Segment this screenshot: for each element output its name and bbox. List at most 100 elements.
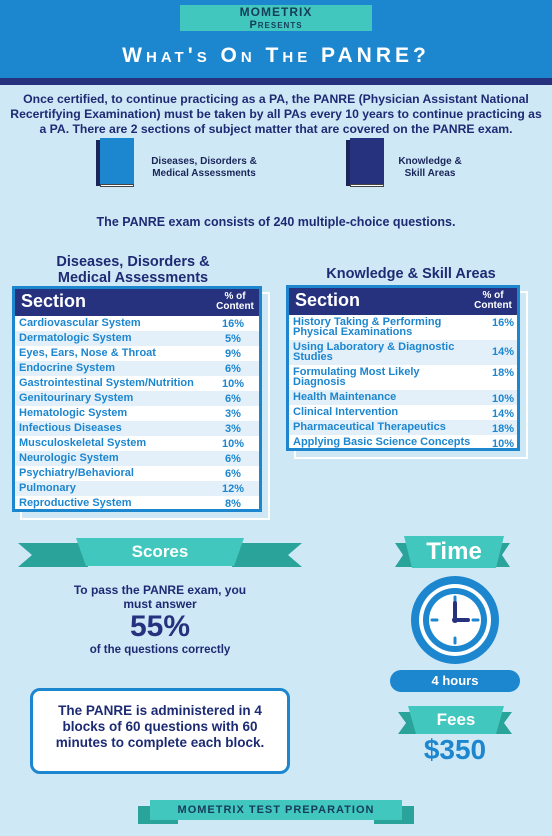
table2-header: Section % of Content	[289, 288, 517, 315]
row-name: Genitourinary System	[19, 392, 134, 404]
row-name: Applying Basic Science Concepts	[293, 436, 471, 448]
row-pct: 9%	[225, 348, 241, 360]
time-value-pill: 4 hours	[390, 670, 520, 692]
row-name: Endocrine System	[19, 362, 115, 374]
table-row: Hematologic System 3%	[15, 406, 259, 421]
scores-pre: To pass the PANRE exam, you must answer	[73, 583, 247, 611]
table-row: Applying Basic Science Concepts 10%	[289, 435, 517, 451]
row-name: Musculoskeletal System	[19, 437, 147, 449]
row-pct: 12%	[221, 483, 245, 495]
row-pct: 14%	[491, 346, 515, 358]
scores-ribbon-tail-left	[18, 543, 88, 567]
table-row: Using Laboratory & Diagnostic Studies 14%	[289, 340, 517, 365]
row-pct: 3%	[225, 423, 241, 435]
table-row: Pharmaceutical Therapeutics 18%	[289, 420, 517, 435]
brand-name: Mometrix	[239, 5, 313, 19]
table-row: Reproductive System 8%	[15, 496, 259, 511]
intro-text: Once certified, to continue practicing a…	[10, 92, 542, 136]
brand-ribbon: Mometrix Presents	[168, 5, 384, 31]
fees-value: $350	[423, 734, 487, 765]
row-pct: 6%	[225, 468, 241, 480]
row-pct: 6%	[225, 453, 241, 465]
table2-col-pct: % of Content	[474, 290, 512, 311]
table-row: History Taking & Performing Physical Exa…	[289, 315, 517, 340]
blocks-info-text: The PANRE is administered in 4 blocks of…	[55, 703, 265, 750]
row-name: Infectious Diseases	[19, 422, 122, 434]
table-row: Infectious Diseases 3%	[15, 421, 259, 436]
row-name: Clinical Intervention	[293, 406, 399, 418]
table-row: Musculoskeletal System 10%	[15, 436, 259, 451]
row-name: Using Laboratory & Diagnostic Studies	[293, 341, 455, 363]
table-row: Formulating Most Likely Diagnosis 18%	[289, 365, 517, 390]
book-icon	[346, 138, 384, 187]
table-row: Genitourinary System 6%	[15, 391, 259, 406]
scores-ribbon-tail-right	[232, 543, 302, 567]
row-pct: 18%	[491, 423, 515, 435]
row-pct: 3%	[225, 408, 241, 420]
time-value: 4 hours	[431, 673, 479, 688]
header-rule	[0, 78, 552, 85]
table1-title: Diseases, Disorders & Medical Assessment…	[56, 254, 210, 286]
row-name: Hematologic System	[19, 407, 128, 419]
fees-label: Fees	[436, 710, 476, 729]
table-row: Eyes, Ears, Nose & Throat 9%	[15, 346, 259, 361]
row-pct: 10%	[221, 438, 245, 450]
table1-col-section: Section	[21, 291, 87, 311]
row-pct: 6%	[225, 393, 241, 405]
book-label-knowledge: Knowledge & Skill Areas	[398, 156, 462, 179]
row-name: History Taking & Performing Physical Exa…	[293, 316, 442, 338]
row-name: Pulmonary	[19, 482, 76, 494]
table2-title: Knowledge & Skill Areas	[326, 266, 496, 282]
row-name: Neurologic System	[19, 452, 119, 464]
row-name: Eyes, Ears, Nose & Throat	[19, 347, 156, 359]
row-pct: 14%	[491, 408, 515, 420]
row-name: Gastrointestinal System/Nutrition	[19, 377, 194, 389]
scores-ribbon: Scores	[76, 538, 244, 566]
table-row: Pulmonary 12%	[15, 481, 259, 496]
table1: Section % of Content Cardiovascular Syst…	[12, 286, 262, 512]
row-name: Psychiatry/Behavioral	[19, 467, 134, 479]
row-name: Pharmaceutical Therapeutics	[293, 421, 446, 433]
row-pct: 18%	[491, 367, 515, 379]
table2-col-section: Section	[295, 290, 361, 310]
row-name: Dermatologic System	[19, 332, 132, 344]
table1-header: Section % of Content	[15, 289, 259, 316]
row-name: Health Maintenance	[293, 391, 397, 403]
table-row: Psychiatry/Behavioral 6%	[15, 466, 259, 481]
time-ribbon: Time	[404, 536, 504, 568]
table-row: Health Maintenance 10%	[289, 390, 517, 405]
time-label: Time	[426, 538, 482, 565]
table-row: Clinical Intervention 14%	[289, 405, 517, 421]
book-icon	[96, 138, 134, 187]
page-title: What's On The PANRE?	[122, 44, 430, 67]
table-row: Endocrine System 6%	[15, 361, 259, 376]
row-pct: 16%	[491, 317, 515, 329]
row-name: Formulating Most Likely Diagnosis	[293, 366, 420, 388]
row-pct: 6%	[225, 363, 241, 375]
table2: Section % of Content History Taking & Pe…	[286, 285, 520, 451]
row-pct: 10%	[491, 393, 515, 405]
table1-col-pct: % of Content	[216, 291, 254, 312]
row-pct: 10%	[221, 378, 245, 390]
book-label-diseases: Diseases, Disorders & Medical Assessment…	[151, 156, 257, 179]
brand-presents: Presents	[249, 19, 303, 31]
table-row: Gastrointestinal System/Nutrition 10%	[15, 376, 259, 391]
row-pct: 10%	[491, 438, 515, 450]
row-pct: 8%	[225, 498, 241, 510]
table-row: Dermatologic System 5%	[15, 331, 259, 346]
clock-icon	[411, 576, 499, 664]
exam-question-count: The PANRE exam consists of 240 multiple-…	[96, 215, 456, 229]
footer-ribbon: Mometrix Test Preparation	[150, 800, 402, 820]
row-name: Reproductive System	[19, 497, 132, 509]
scores-post: of the questions correctly	[89, 644, 231, 656]
scores-label: Scores	[131, 542, 189, 561]
row-pct: 5%	[225, 333, 241, 345]
table-row: Neurologic System 6%	[15, 451, 259, 466]
row-name: Cardiovascular System	[19, 317, 141, 329]
footer-text: Mometrix Test Preparation	[177, 804, 375, 816]
blocks-info-box: The PANRE is administered in 4 blocks of…	[30, 688, 290, 774]
scores-value: 55%	[129, 610, 191, 643]
row-pct: 16%	[221, 318, 245, 330]
table-row: Cardiovascular System 16%	[15, 316, 259, 331]
fees-ribbon: Fees	[408, 706, 504, 734]
